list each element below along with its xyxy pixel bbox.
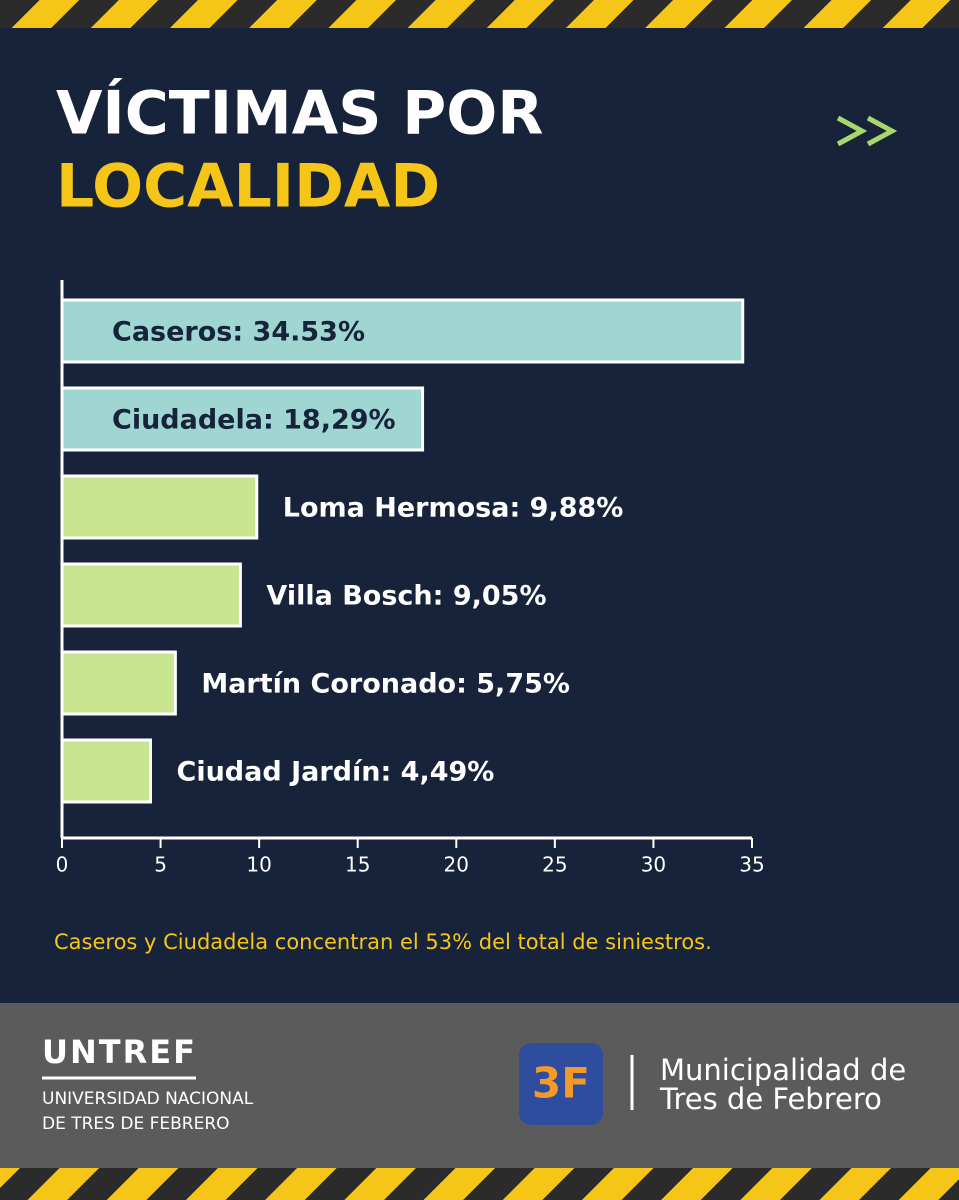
hazard-stripe xyxy=(0,1168,959,1200)
x-tick-label: 30 xyxy=(641,853,666,877)
data-label: Villa Bosch: 9,05% xyxy=(266,581,546,612)
footer-text: Tres de Febrero xyxy=(659,1082,882,1116)
hazard-stripe xyxy=(0,0,959,28)
footer-text: Municipalidad de xyxy=(660,1053,906,1087)
data-label: Caseros: 34.53% xyxy=(112,317,365,348)
x-tick-label: 20 xyxy=(444,853,469,877)
data-label: Loma Hermosa: 9,88% xyxy=(283,493,624,524)
bar xyxy=(60,386,425,452)
data-label: Ciudad Jardín: 4,49% xyxy=(177,757,495,788)
arrow-icon xyxy=(836,115,868,147)
x-tick-label: 35 xyxy=(739,853,764,877)
footer xyxy=(0,1003,959,1168)
footer-logo: UNTREF xyxy=(42,1033,197,1071)
x-tick-label: 10 xyxy=(246,853,271,877)
bar xyxy=(60,562,242,628)
logo-badge xyxy=(519,1043,603,1125)
arrow-icon xyxy=(866,115,898,147)
title-highlight: LOCALIDAD xyxy=(56,152,440,222)
data-label: Ciudadela: 18,29% xyxy=(112,405,396,436)
logo-text: 3F xyxy=(532,1059,590,1108)
data-label: Martín Coronado: 5,75% xyxy=(201,669,570,700)
footer-text: DE TRES DE FEBRERO xyxy=(42,1114,230,1134)
bar xyxy=(60,474,259,540)
annotation: Caseros y Ciudadela concentran el 53% de… xyxy=(54,930,712,954)
title: VÍCTIMAS POR xyxy=(56,77,543,149)
bar xyxy=(60,738,153,804)
bar xyxy=(60,650,177,716)
x-tick-label: 5 xyxy=(154,853,167,877)
x-tick-label: 0 xyxy=(56,853,69,877)
x-tick-label: 25 xyxy=(542,853,567,877)
footer-text: UNIVERSIDAD NACIONAL xyxy=(42,1089,254,1109)
plot: 0 5 10 15 20 25 30 35 Caseros: 34.53% Ciudadela: … xyxy=(56,280,765,877)
x-tick-label: 15 xyxy=(345,853,370,877)
bar xyxy=(60,298,745,364)
